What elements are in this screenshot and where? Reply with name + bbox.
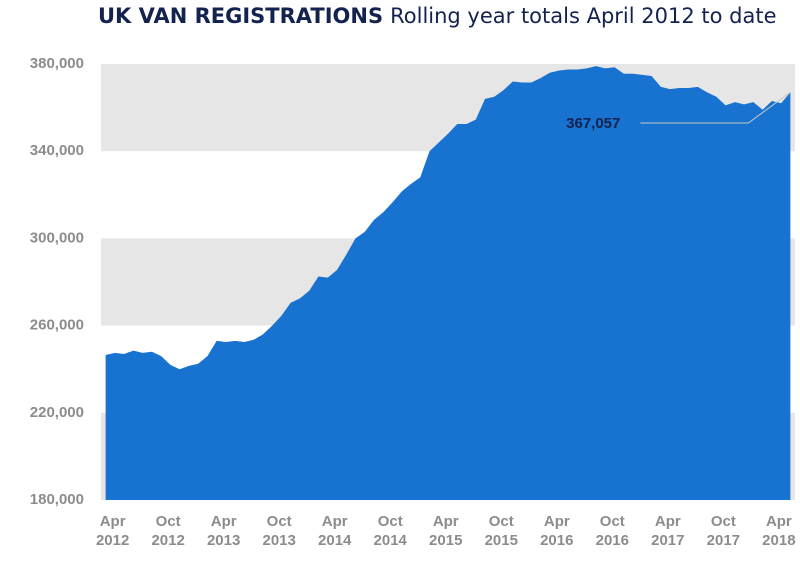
x-tick-label-line: 2018 [762, 532, 795, 549]
x-tick-label-line: 2016 [540, 532, 573, 549]
y-tick-label: 220,000 [30, 404, 84, 421]
x-tick-label: Oct 2017 [707, 513, 740, 549]
chart-title: UK VAN REGISTRATIONS [98, 4, 383, 28]
x-tick-label: Apr 2018 [762, 513, 795, 549]
chart-subtitle: Rolling year totals April 2012 to date [390, 4, 776, 28]
x-tick-label: Oct 2016 [596, 513, 629, 549]
x-tick-label: Oct 2014 [374, 513, 408, 549]
y-tick-label: 300,000 [30, 229, 84, 246]
x-tick-label: Apr 2015 [429, 513, 462, 549]
x-tick-label-line: Apr [100, 513, 126, 530]
x-tick-label-line: 2013 [207, 532, 240, 549]
x-tick-label-line: Apr [433, 513, 459, 530]
x-tick-label: Oct 2015 [485, 513, 518, 549]
value-label: 367,057 [566, 115, 620, 132]
x-tick-label-line: Oct [378, 513, 403, 530]
x-tick-label-line: 2015 [429, 532, 462, 549]
x-tick-label: Oct 2013 [262, 513, 295, 549]
x-tick-label-line: Apr [766, 513, 792, 530]
x-tick-label-line: Apr [544, 513, 570, 530]
leader-line [640, 91, 791, 124]
x-tick-label: Apr 2017 [651, 513, 684, 549]
x-tick-label-line: Oct [711, 513, 736, 530]
x-tick-label-line: Oct [489, 513, 514, 530]
x-tick-label-line: 2014 [374, 532, 408, 549]
x-tick-label-line: 2013 [262, 532, 295, 549]
x-tick-label-line: 2014 [318, 532, 352, 549]
x-tick-label-line: Apr [322, 513, 348, 530]
x-tick-label-line: Apr [211, 513, 237, 530]
x-tick-label-line: Oct [600, 513, 625, 530]
x-tick-label-line: 2017 [651, 532, 684, 549]
y-tick-label: 340,000 [30, 142, 84, 159]
x-tick-label: Apr 2013 [207, 513, 240, 549]
x-tick-label-line: Apr [655, 513, 681, 530]
x-tick-label: Apr 2016 [540, 513, 573, 549]
x-tick-label-line: Oct [267, 513, 292, 530]
x-tick-label: Apr 2014 [318, 513, 352, 549]
chart-header: UK VAN REGISTRATIONS Rolling year totals … [98, 4, 777, 28]
x-tick-label: Apr 2012 [96, 513, 129, 549]
x-tick-label-line: 2017 [707, 532, 740, 549]
x-tick-label-line: 2012 [151, 532, 184, 549]
y-tick-label: 260,000 [30, 317, 84, 334]
x-tick-label-line: Oct [156, 513, 181, 530]
y-tick-label: 180,000 [30, 491, 84, 508]
x-tick-label-line: 2016 [596, 532, 629, 549]
x-tick-label: Oct 2012 [151, 513, 184, 549]
x-tick-label-line: 2015 [485, 532, 518, 549]
x-tick-label-line: 2012 [96, 532, 129, 549]
area [105, 66, 791, 501]
y-tick-label: 380,000 [30, 55, 84, 72]
